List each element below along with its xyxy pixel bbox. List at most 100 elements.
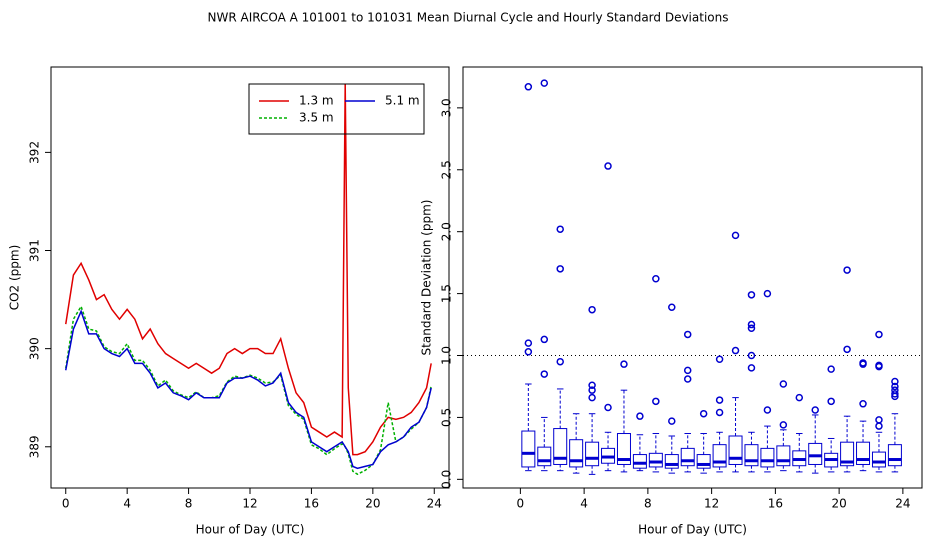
outlier (652, 274, 660, 283)
legend-label: 5.1 m (385, 94, 420, 108)
outlier (763, 289, 772, 298)
outlier (604, 162, 612, 170)
x-tick-label: 8 (644, 497, 652, 511)
outlier (556, 225, 564, 233)
series-line (64, 83, 432, 456)
outlier (731, 346, 740, 355)
outlier (747, 351, 756, 360)
outlier (683, 330, 692, 339)
y-tick-label: 0.0 (440, 470, 454, 489)
outlier (524, 348, 533, 356)
y-tick-label: 3.0 (440, 98, 454, 117)
outlier (875, 362, 883, 371)
outlier (588, 386, 596, 394)
y-tick-label: 389 (28, 435, 42, 458)
outlier (875, 330, 883, 339)
box (776, 445, 791, 467)
box (871, 451, 886, 468)
outlier (731, 231, 740, 240)
outlier (524, 339, 533, 347)
outlier (779, 421, 788, 429)
box (553, 428, 568, 465)
box (569, 439, 584, 468)
box (808, 442, 823, 465)
outlier (891, 382, 899, 391)
x-tick-label: 8 (185, 497, 193, 511)
x-tick-label: 0 (517, 497, 525, 511)
outlier (620, 360, 628, 368)
box (887, 444, 902, 467)
y-tick-label: 0.5 (440, 408, 454, 427)
outlier (588, 393, 596, 402)
outlier (556, 357, 564, 366)
outlier (652, 397, 660, 406)
outlier (699, 409, 708, 418)
x-tick-label: 24 (895, 497, 910, 511)
outlier (843, 345, 851, 354)
y-tick-label: 2.0 (440, 222, 454, 241)
box (744, 444, 759, 467)
outlier (668, 303, 676, 311)
outlier (827, 365, 835, 373)
outlier (875, 416, 883, 424)
x-tick-label: 20 (365, 497, 380, 511)
series-line (65, 309, 432, 470)
box (521, 430, 536, 468)
outlier (636, 412, 644, 420)
box (648, 452, 663, 468)
x-tick-label: 20 (831, 497, 846, 511)
outlier (540, 370, 549, 378)
outlier (588, 305, 596, 314)
outlier (747, 291, 756, 299)
box (680, 447, 695, 467)
figure-title: NWR AIRCOA A 101001 to 101031 Mean Diurn… (208, 11, 729, 25)
box (664, 454, 679, 469)
outlier (588, 381, 596, 389)
outlier (891, 377, 899, 386)
outlier (524, 83, 533, 91)
outlier (715, 355, 724, 363)
outlier (604, 403, 612, 412)
y-tick-label: 390 (28, 337, 42, 360)
outlier (859, 400, 867, 408)
x-axis-label: Hour of Day (UTC) (638, 523, 747, 537)
series-line (64, 304, 432, 476)
box (616, 433, 631, 465)
outlier (811, 406, 819, 414)
x-tick-label: 0 (62, 497, 70, 511)
x-tick-label: 4 (123, 497, 131, 511)
x-tick-label: 4 (580, 497, 588, 511)
outlier (540, 79, 549, 87)
box (856, 441, 871, 465)
outlier (556, 265, 564, 273)
y-tick-label: 1.0 (440, 346, 454, 365)
outlier (683, 375, 692, 383)
outlier (891, 390, 899, 398)
x-axis-label: Hour of Day (UTC) (196, 523, 305, 537)
outlier (875, 422, 883, 430)
y-tick-label: 391 (28, 239, 42, 262)
outlier (715, 396, 724, 404)
legend-label: 3.5 m (299, 111, 334, 125)
outlier (795, 393, 804, 402)
outlier (859, 360, 867, 368)
y-axis-label: Standard Deviation (ppm) (420, 200, 434, 356)
legend-frame (248, 83, 425, 135)
x-tick-label: 12 (704, 497, 719, 511)
y-tick-label: 392 (28, 141, 42, 164)
outlier (827, 397, 835, 406)
box (840, 441, 855, 467)
box (728, 435, 743, 465)
y-tick-label: 2.5 (440, 160, 454, 179)
outlier (683, 366, 692, 375)
outlier (715, 408, 724, 417)
outlier (779, 380, 788, 388)
plot-frame (462, 66, 923, 489)
outlier (891, 392, 899, 401)
x-tick-label: 16 (304, 497, 319, 511)
outlier (668, 417, 676, 425)
x-tick-label: 16 (768, 497, 783, 511)
y-axis-label: CO2 (ppm) (8, 245, 22, 311)
outlier (843, 266, 851, 274)
